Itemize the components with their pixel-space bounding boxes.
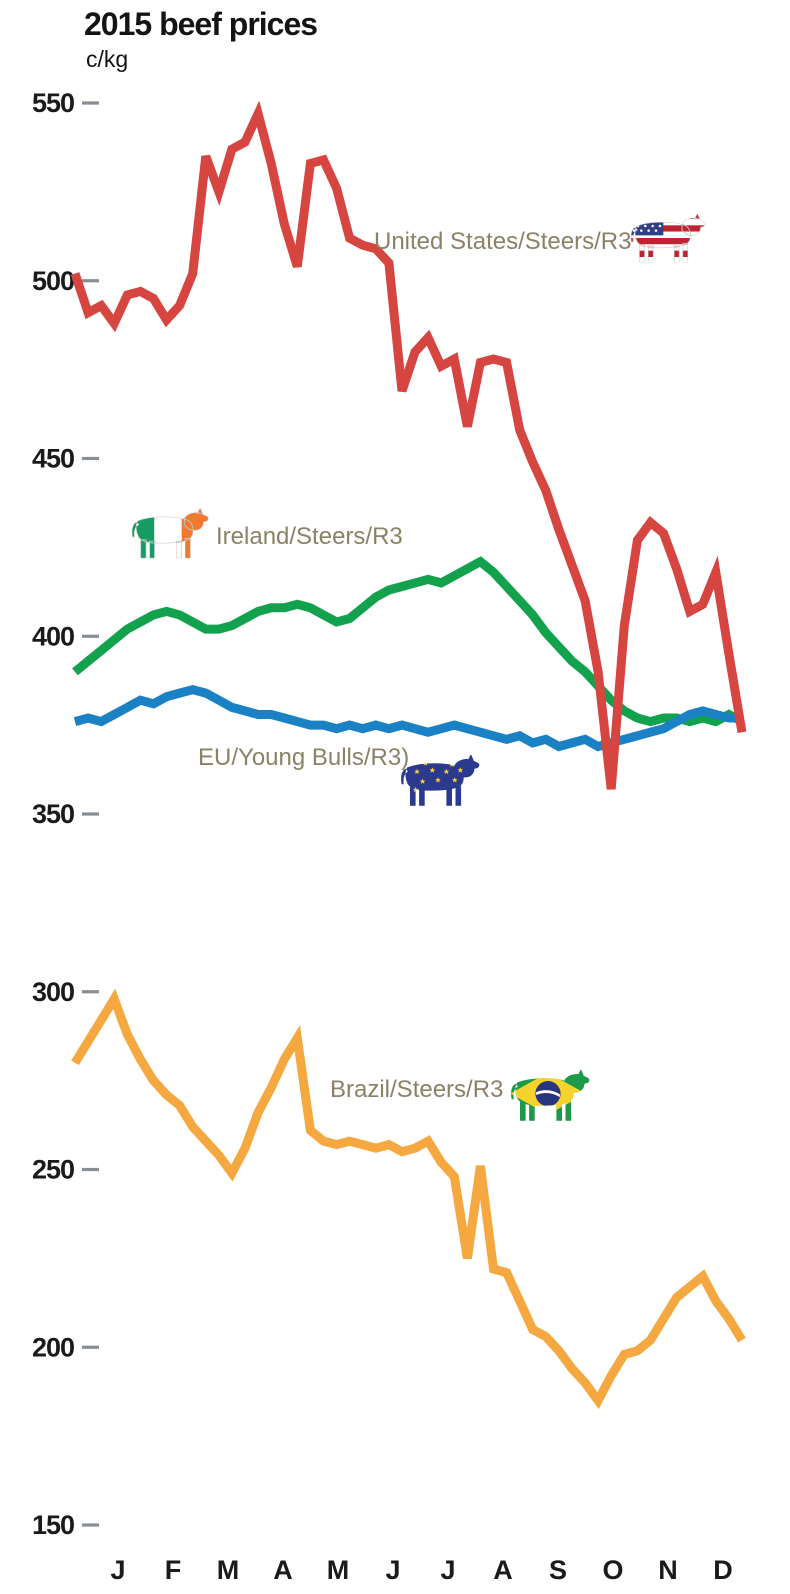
month-label-7: A [493, 1555, 513, 1585]
y-axis-tick [82, 456, 99, 461]
y-axis-tick-label: 350 [32, 799, 74, 829]
y-axis-tick-label: 300 [32, 977, 74, 1007]
ireland-cow-flag-graphic [131, 507, 209, 559]
y-axis-tick [82, 634, 99, 638]
ireland-series-line [72, 556, 745, 727]
y-axis-tick [82, 101, 99, 105]
month-label-4: M [327, 1555, 350, 1585]
eu-series-line [73, 684, 742, 752]
eu-cow-flag-graphic [401, 754, 480, 806]
legend-label-ireland: Ireland/Steers/R3 [216, 523, 403, 550]
legend-label-united-states: United States/Steers/R3 [374, 228, 632, 255]
legend-label-eu: EU/Young Bulls/R3) [198, 744, 410, 771]
cow-eu-flag-icon [396, 750, 480, 810]
month-label-10: N [658, 1555, 678, 1585]
month-label-8: S [549, 1555, 567, 1585]
y-axis-tick [82, 279, 99, 283]
y-axis-tick-label: 400 [32, 621, 74, 651]
us-cow-flag-graphic [630, 213, 706, 263]
legend-label-brazil: Brazil/Steers/R3 [330, 1076, 504, 1103]
us-series-line [70, 100, 747, 790]
cow-brazil-flag-icon [506, 1066, 590, 1124]
month-label-9: O [602, 1555, 623, 1585]
y-axis-tick [82, 1167, 99, 1172]
chart-title: 2015 beef prices [84, 6, 318, 42]
y-axis-tick [82, 990, 99, 994]
y-axis-tick [82, 812, 99, 816]
y-axis-tick-label: 550 [32, 88, 74, 118]
month-label-11: D [713, 1555, 733, 1585]
month-label-3: A [273, 1555, 293, 1585]
month-label-0: J [110, 1555, 125, 1585]
y-axis-tick [82, 1345, 99, 1349]
month-label-5: J [385, 1555, 400, 1585]
y-axis-tick [82, 1523, 99, 1527]
month-label-2: M [217, 1555, 240, 1585]
y-axis-tick-label: 450 [32, 444, 74, 474]
cow-us-flag-icon [626, 211, 706, 265]
brazil-series-line [71, 988, 746, 1410]
y-axis-tick-label: 500 [32, 266, 74, 296]
month-label-1: F [165, 1555, 182, 1585]
y-axis-tick-label: 200 [32, 1332, 74, 1362]
y-axis-tick-label: 150 [32, 1510, 74, 1540]
cow-ireland-flag-icon [127, 504, 209, 562]
chart-unit-label: c/kg [86, 46, 129, 72]
y-axis-tick-label: 250 [32, 1155, 74, 1185]
brazil-cow-flag-graphic [511, 1069, 590, 1121]
month-label-6: J [440, 1555, 455, 1585]
